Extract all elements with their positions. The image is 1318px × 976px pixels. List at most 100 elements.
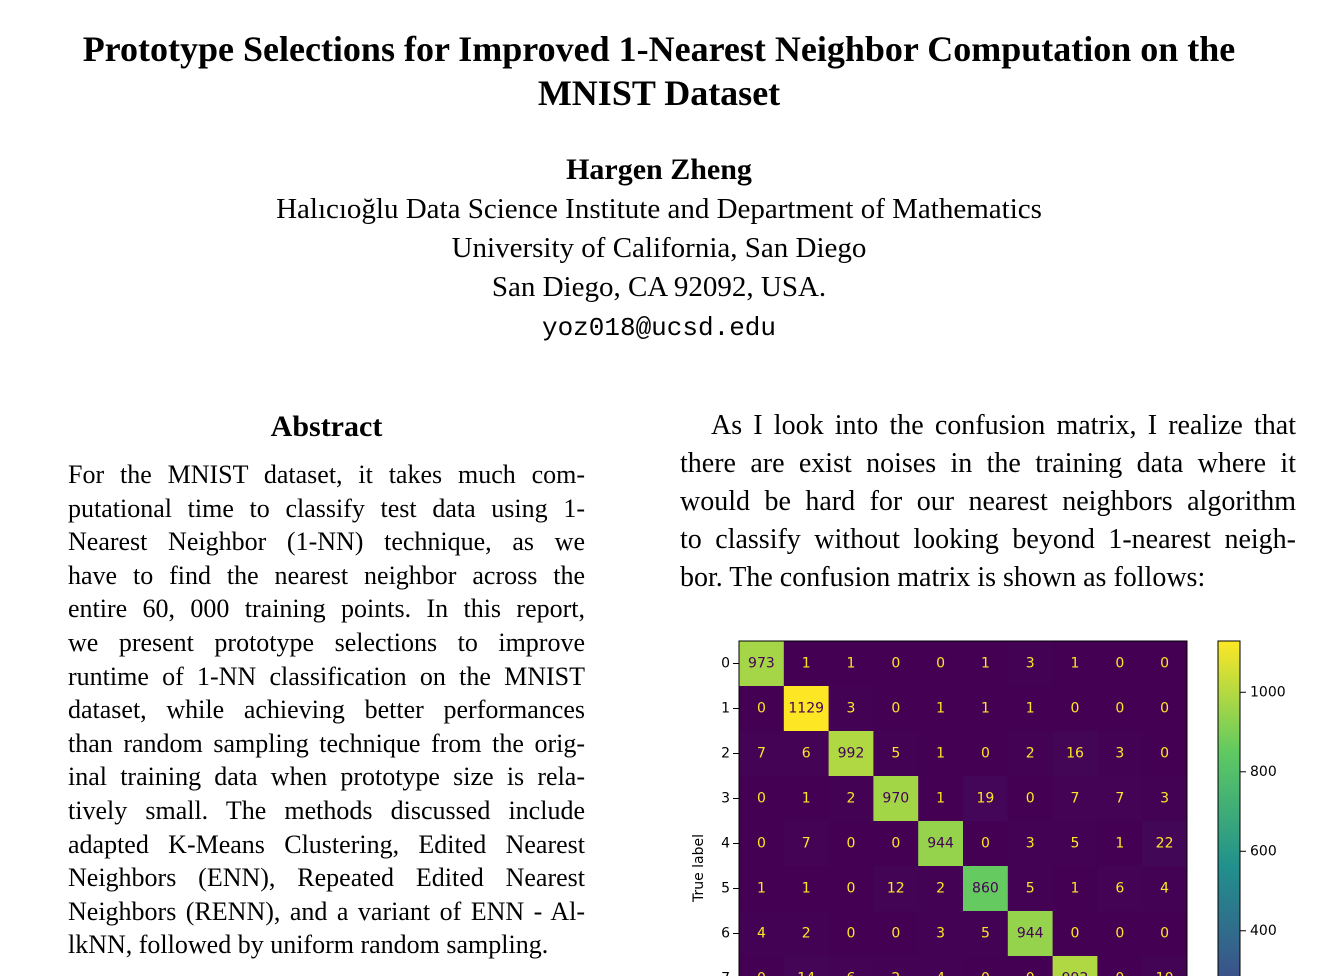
text-line: runtime of 1-NN classification on the MN… <box>68 661 585 691</box>
heatmap-cell <box>1142 731 1188 777</box>
heatmap-cell <box>963 911 1009 957</box>
heatmap-cell <box>828 776 874 822</box>
heatmap-cell <box>783 731 830 777</box>
heatmap-cell <box>918 866 964 912</box>
cell-label: 2 <box>802 926 811 942</box>
heatmap-cell <box>1142 641 1188 687</box>
cell-label: 0 <box>757 791 766 807</box>
cell-label: 22 <box>1156 836 1174 852</box>
heatmap-cell <box>739 956 785 976</box>
abstract-heading: Abstract <box>270 410 383 443</box>
cell-label: 0 <box>847 881 856 897</box>
cell-label: 4 <box>1160 881 1169 897</box>
text-line: Neighbors (RENN), and a variant of ENN -… <box>68 896 585 926</box>
cell-label: 6 <box>847 971 856 976</box>
cell-label: 7 <box>1071 791 1080 807</box>
heatmap-cell <box>963 866 1009 912</box>
cell-label: 1 <box>1026 701 1035 717</box>
cell-label: 970 <box>882 791 909 807</box>
heatmap-cell <box>873 731 919 777</box>
heatmap-cell <box>1097 956 1143 976</box>
text-line: For the MNIST dataset, it takes much com… <box>68 460 585 489</box>
cell-label: 7 <box>802 836 811 852</box>
heatmap-cell <box>918 731 964 777</box>
text-line: lkNN, followed by uniform random samplin… <box>68 930 549 960</box>
cell-label: 19 <box>976 791 994 807</box>
heatmap-cell <box>873 686 919 732</box>
text-line: entire 60, 000 training points. In this … <box>68 594 585 624</box>
title-line: Prototype Selections for Improved 1-Near… <box>82 29 1236 69</box>
cell-label: 860 <box>972 881 999 897</box>
colorbar-tick-label: 1000 <box>1250 684 1286 700</box>
cell-label: 5 <box>1026 881 1035 897</box>
cell-label: 0 <box>1071 701 1080 717</box>
cell-label: 14 <box>797 971 815 976</box>
heatmap-cell <box>828 911 874 957</box>
cell-label: 10 <box>1156 971 1174 976</box>
cell-label: 2 <box>891 971 900 976</box>
heatmap-cell <box>1052 641 1098 687</box>
affiliation: University of California, San Diego <box>451 232 867 264</box>
heatmap-cell <box>828 641 874 687</box>
cell-label: 1 <box>936 746 945 762</box>
cell-label: 5 <box>1071 836 1080 852</box>
y-tick-label: 7 <box>721 971 730 976</box>
heatmap-cell <box>1097 686 1143 732</box>
cell-label: 1 <box>936 791 945 807</box>
heatmap-cell <box>1007 686 1054 732</box>
cell-label: 12 <box>887 881 905 897</box>
cell-label: 4 <box>936 971 945 976</box>
cell-label: 944 <box>927 836 954 852</box>
heatmap-cell <box>873 911 919 957</box>
heatmap-cell <box>1142 866 1188 912</box>
text-line: bor. The confusion matrix is shown as fo… <box>680 562 1206 593</box>
heatmap-cell <box>873 641 919 687</box>
heatmap-cell <box>918 956 964 976</box>
text-line: would be hard for our nearest neighbors … <box>680 486 1296 517</box>
heatmap-cell <box>1007 866 1054 912</box>
heatmap-cell <box>873 776 919 822</box>
cell-label: 2 <box>936 881 945 897</box>
cell-label: 0 <box>757 971 766 976</box>
cell-label: 0 <box>981 746 990 762</box>
heatmap-cell <box>739 641 785 687</box>
cell-label: 0 <box>1115 971 1124 976</box>
cell-label: 5 <box>981 926 990 942</box>
cell-label: 0 <box>847 836 856 852</box>
heatmap-cell <box>783 911 830 957</box>
heatmap-cell <box>1097 911 1143 957</box>
heatmap-cell <box>783 821 830 867</box>
cell-label: 0 <box>1160 746 1169 762</box>
cell-label: 1 <box>847 656 856 672</box>
cell-label: 1 <box>981 656 990 672</box>
heatmap-cell <box>783 956 830 976</box>
heatmap-cell <box>1007 776 1054 822</box>
heatmap-cell <box>739 776 785 822</box>
heatmap-cell <box>783 686 830 732</box>
text-line: to classify without looking beyond 1-nea… <box>680 524 1296 555</box>
email: yoz018@ucsd.edu <box>541 313 777 343</box>
text-line: have to find the nearest neighbor across… <box>68 560 585 590</box>
heatmap-cell <box>828 731 874 777</box>
cell-label: 1 <box>981 701 990 717</box>
heatmap-cell <box>828 821 874 867</box>
heatmap-cell <box>1142 821 1188 867</box>
author: Hargen Zheng <box>566 153 752 186</box>
heatmap-cell <box>828 686 874 732</box>
heatmap-cell <box>963 776 1009 822</box>
cell-label: 0 <box>981 836 990 852</box>
heatmap-cell <box>828 956 874 976</box>
text-line: than random sampling technique from the … <box>68 728 585 758</box>
heatmap-cell <box>1052 911 1098 957</box>
heatmap-cell <box>1007 821 1054 867</box>
cell-label: 0 <box>1115 701 1124 717</box>
cell-label: 1 <box>1071 656 1080 672</box>
cell-label: 1 <box>1071 881 1080 897</box>
heatmap-cell <box>1097 866 1143 912</box>
cell-label: 1 <box>802 881 811 897</box>
heatmap-cell <box>1142 686 1188 732</box>
cell-label: 2 <box>847 791 856 807</box>
heatmap-cell <box>783 776 830 822</box>
heatmap-cell <box>918 776 964 822</box>
